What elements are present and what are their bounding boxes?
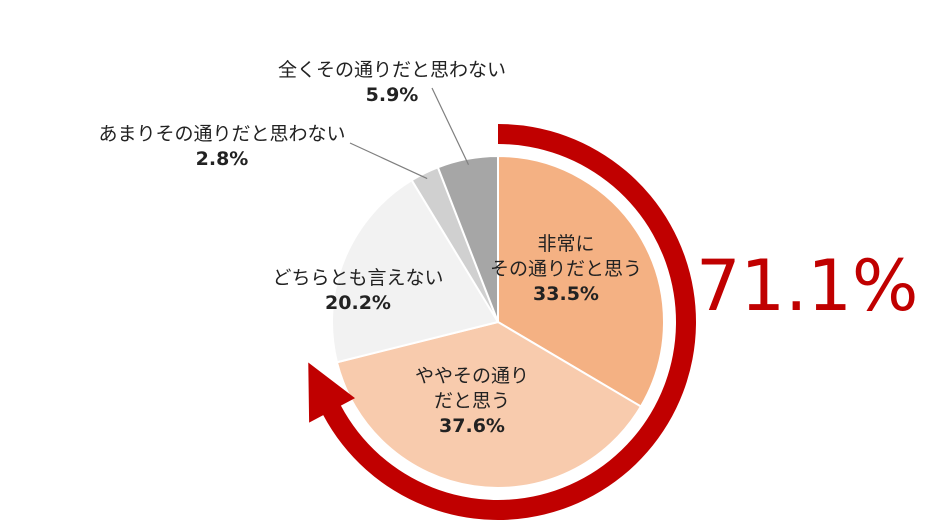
leader-line-4 [349,142,428,180]
slice-label-2: ややその通り [415,365,529,387]
slice-label-1: その通りだと思う [490,258,642,280]
pie-slice-5 [436,154,499,323]
slice-label-4: あまりその通りだと思わない [98,123,345,145]
highlight-value: 71.1% [696,245,918,327]
slice-value-1: 33.5% [533,283,599,305]
pie-slices [331,154,665,489]
leader-line-5 [431,87,470,165]
slice-value-4: 2.8% [196,148,249,170]
pie-slice-2 [335,320,643,489]
slice-value-3: 20.2% [325,292,391,314]
pie-slice-1 [497,154,665,408]
pie-slice-3 [331,178,500,364]
slice-value-2: 37.6% [439,415,505,437]
slice-value-5: 5.9% [366,84,419,106]
leader-lines [349,87,470,180]
slice-label-3: どちらとも言えない [272,267,443,289]
slice-label-5: 全くその通りだと思わない [278,59,506,81]
slice-label-1: 非常に [537,233,594,255]
slice-label-2: だと思う [434,390,510,412]
